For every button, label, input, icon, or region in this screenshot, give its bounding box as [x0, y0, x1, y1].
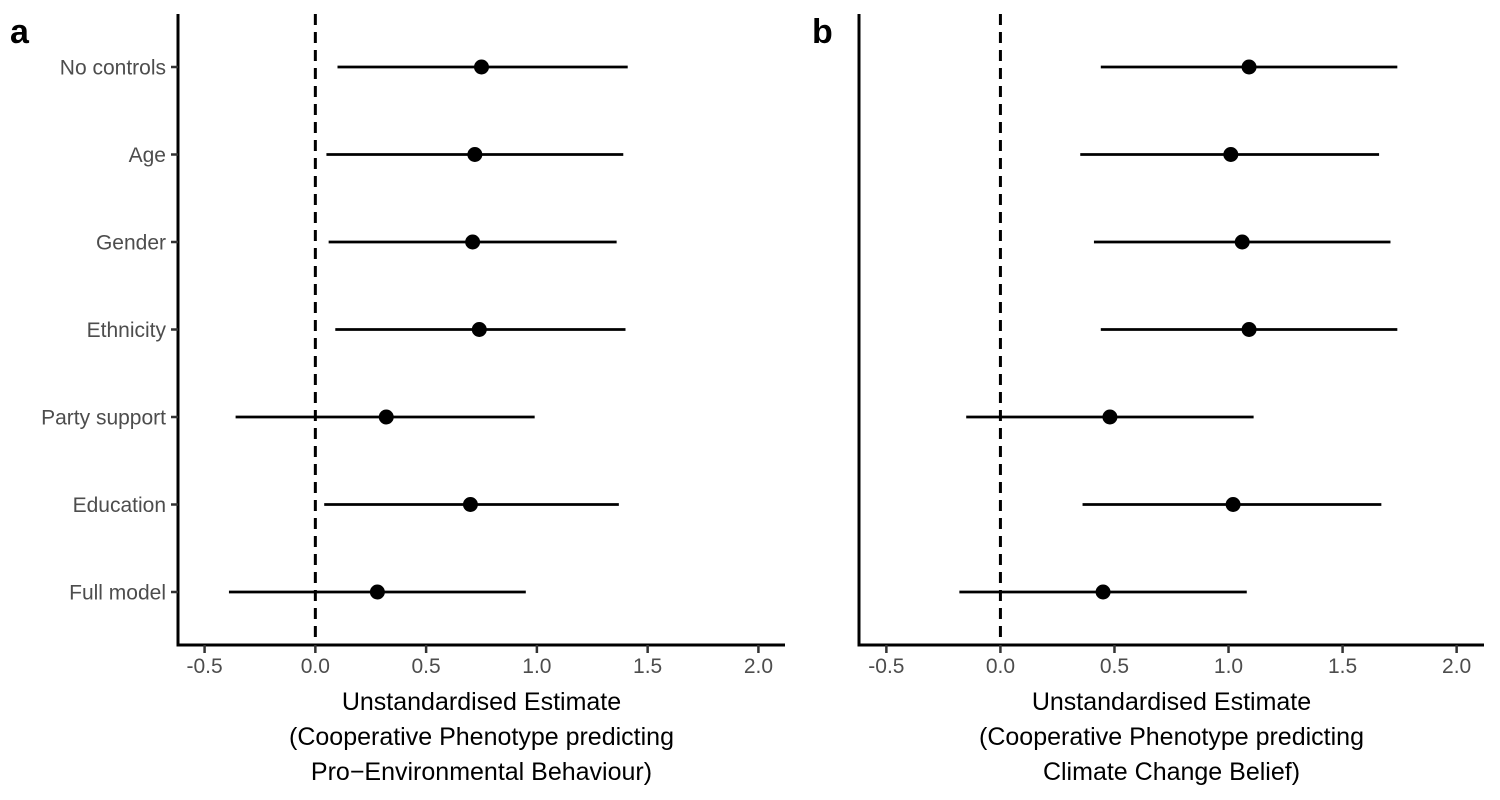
x-tick-label: 1.0 — [1214, 655, 1243, 678]
estimate-point — [467, 147, 483, 162]
y-tick-label: Gender — [96, 232, 166, 255]
estimate-point — [1102, 409, 1118, 425]
x-tick-label: 1.0 — [522, 655, 551, 678]
estimate-point — [1241, 322, 1257, 337]
y-tick-label: No controls — [60, 57, 166, 80]
estimate-point — [471, 322, 487, 337]
estimate-point — [1234, 234, 1250, 250]
panel-label: a — [10, 13, 30, 51]
x-tick-label: 0.5 — [1100, 655, 1129, 678]
x-tick-label: 0.0 — [986, 655, 1015, 678]
panel-label: b — [812, 13, 833, 51]
x-tick-label: 1.5 — [633, 655, 662, 678]
x-tick-label: 2.0 — [1442, 655, 1471, 678]
estimate-point — [369, 584, 385, 600]
x-axis-title-line: Unstandardised Estimate — [342, 688, 621, 716]
x-tick-label: 0.5 — [412, 655, 441, 678]
estimate-point — [1241, 59, 1257, 75]
panel-b: b -0.5 0.0 0.5 1.0 1.5 2.0 Unstandardised Estim… — [812, 13, 1484, 786]
y-tick-label: Age — [129, 144, 166, 167]
estimate-point — [378, 409, 394, 425]
x-tick-label: -0.5 — [868, 655, 904, 678]
x-tick-label: -0.5 — [186, 655, 222, 678]
x-axis-title-line: Unstandardised Estimate — [1032, 688, 1311, 716]
estimate-point — [1095, 584, 1111, 600]
y-tick-label: Full model — [69, 582, 166, 605]
x-axis-title-line: Pro−Environmental Behaviour) — [311, 758, 652, 786]
x-tick-label: 1.5 — [1328, 655, 1357, 678]
y-tick-label: Party support — [41, 407, 166, 430]
estimate-point — [465, 234, 481, 250]
estimate-point — [462, 497, 478, 512]
estimate-point — [474, 59, 489, 75]
estimate-point — [1225, 497, 1241, 512]
x-axis-title-line: (Cooperative Phenotype predicting — [289, 723, 674, 751]
y-tick-label: Education — [73, 494, 166, 517]
x-axis-title-line: (Cooperative Phenotype predicting — [979, 723, 1364, 751]
y-tick-label: Ethnicity — [87, 319, 167, 342]
x-tick-label: 2.0 — [744, 655, 773, 678]
estimate-point — [1223, 147, 1239, 162]
panel-a: a No controls Age Gender Ethnicity Party supp… — [10, 13, 785, 786]
x-tick-label: 0.0 — [301, 655, 330, 678]
x-axis-title-line: Climate Change Belief) — [1043, 758, 1300, 786]
